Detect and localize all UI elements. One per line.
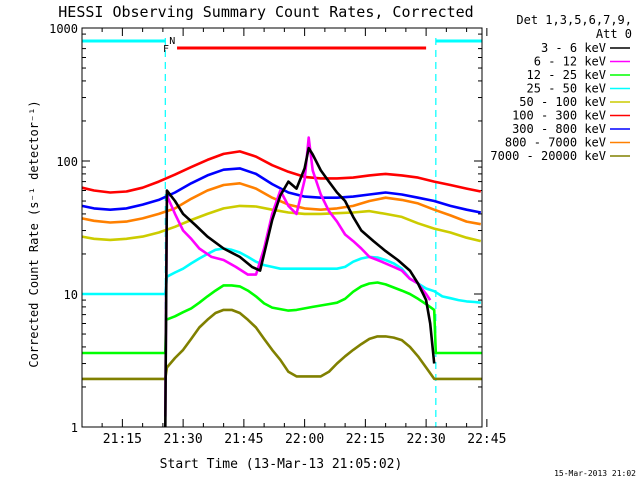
series-line-5 bbox=[81, 204, 482, 243]
x-tick-label: 21:30 bbox=[164, 432, 203, 447]
series-line-9 bbox=[82, 308, 482, 381]
night-flag-label: N bbox=[169, 36, 175, 47]
legend-label-9: 7000 - 20000 keV bbox=[490, 149, 606, 163]
legend-header-line-2: Att 0 bbox=[596, 27, 632, 41]
y-tick-label: 10 bbox=[64, 288, 78, 302]
y-tick-label: 100 bbox=[56, 155, 78, 169]
x-tick-label: 21:45 bbox=[224, 432, 263, 447]
series-line-8 bbox=[81, 182, 482, 226]
legend-label-4: 25 - 50 keV bbox=[527, 82, 606, 96]
series-line-4 bbox=[82, 247, 481, 304]
series-line-7 bbox=[81, 167, 482, 214]
series-line-6 bbox=[81, 150, 482, 194]
flare-flag-label: F bbox=[163, 44, 169, 55]
y-tick-label: 1 bbox=[71, 421, 78, 435]
legend-label-5: 50 - 100 keV bbox=[519, 95, 606, 109]
x-tick-label: 21:15 bbox=[103, 432, 142, 447]
legend-label-2: 6 - 12 keV bbox=[534, 55, 606, 69]
legend-label-7: 300 - 800 keV bbox=[512, 122, 606, 136]
y-axis-label: Corrected Count Rate (s⁻¹ detector⁻¹) bbox=[27, 100, 41, 367]
chart-title: HESSI Observing Summary Count Rates, Cor… bbox=[58, 3, 473, 21]
plot-frame bbox=[81, 27, 483, 428]
plot-area: 1 10 100 1000 21:15 21:30 21:45 22:00 22:15 22:30… bbox=[49, 22, 506, 447]
series-line-2 bbox=[164, 136, 432, 417]
legend-label-1: 3 - 6 keV bbox=[541, 41, 606, 55]
x-tick-label: 22:45 bbox=[467, 432, 506, 447]
y-tick-label: 1000 bbox=[49, 22, 78, 36]
x-tick-label: 22:30 bbox=[407, 432, 446, 447]
x-axis-label: Start Time (13-Mar-13 21:05:02) bbox=[160, 457, 403, 472]
series-line-3 bbox=[82, 281, 482, 355]
x-tick-label: 22:15 bbox=[346, 432, 385, 447]
legend-header-line-1: Det 1,3,5,6,7,9, bbox=[516, 13, 632, 27]
legend-label-8: 800 - 7000 keV bbox=[505, 136, 606, 150]
timestamp: 15-Mar-2013 21:02 bbox=[554, 469, 636, 478]
legend-label-3: 12 - 25 keV bbox=[527, 68, 606, 82]
x-tick-label: 22:00 bbox=[285, 432, 324, 447]
legend-label-6: 100 - 300 keV bbox=[512, 109, 606, 123]
series-line-1 bbox=[164, 146, 436, 428]
